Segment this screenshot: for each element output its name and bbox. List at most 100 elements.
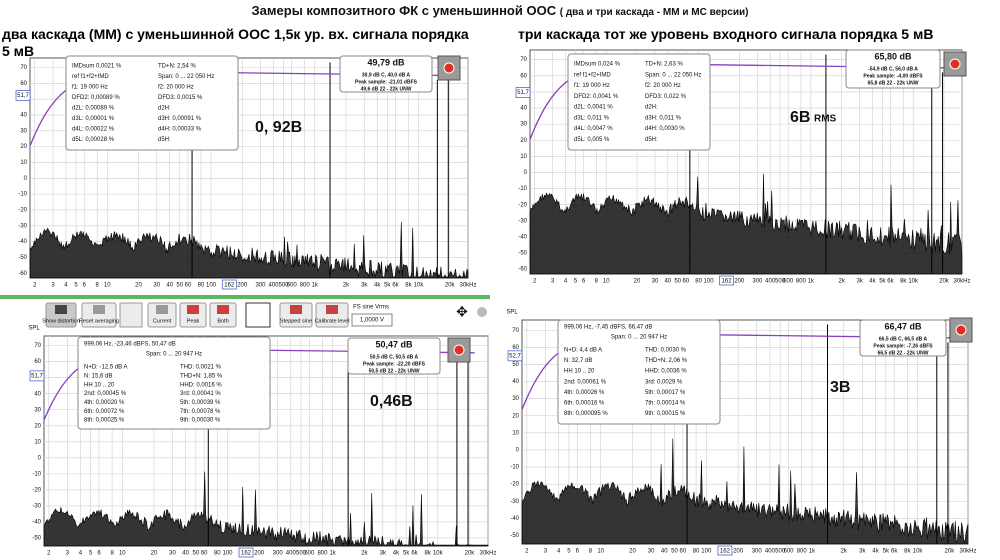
y-tick-label: 10 <box>520 154 527 160</box>
y-tick-label: 40 <box>512 379 519 385</box>
caption: два каскада (ММ) с уменьшинной ООС 1,5к … <box>2 26 469 59</box>
x-tick-label: 2k <box>343 283 350 289</box>
x-tick-label: 80 <box>693 549 700 555</box>
button-icon <box>55 305 67 314</box>
x-tick-label: 400 <box>765 279 776 285</box>
stats-value: THD: 0,0021 % <box>180 365 222 371</box>
x-tick-label: 5k <box>384 283 391 289</box>
record-dot <box>955 324 967 336</box>
toolbar-button[interactable] <box>45 302 77 328</box>
x-tick-label: 2 <box>33 283 37 289</box>
stats-value: 3rd: 0,0029 % <box>645 379 683 385</box>
x-tick-label: 6 <box>576 549 580 555</box>
stats-value: 6th: 0,00016 % <box>564 400 605 406</box>
y-tick-label: 60 <box>34 359 41 365</box>
y-tick-label: -60 <box>18 271 27 277</box>
toolbar-button[interactable] <box>209 302 237 328</box>
caption: три каскада тот же уровень входного сигн… <box>518 26 934 42</box>
x-tick-label: 800 <box>300 283 311 289</box>
x-tick-label: 500 <box>775 549 786 555</box>
x-tick-label: 100 <box>704 279 715 285</box>
stats-value: THD: 0,0030 % <box>645 348 687 354</box>
stats-value: ref f1+f2+IMD <box>574 72 611 78</box>
marker-label: 162 <box>720 549 731 555</box>
annotation: RMS <box>814 114 837 125</box>
x-tick-label: 80 <box>198 283 205 289</box>
x-tick-label: 6k <box>887 279 894 285</box>
y-tick-label: -30 <box>518 218 527 224</box>
y-tick-label: 40 <box>20 113 27 119</box>
y-tick-label: 60 <box>520 73 527 79</box>
x-tick-label: 60 <box>201 551 208 557</box>
x-tick-label: 500 <box>279 283 290 289</box>
ref-marker-box <box>507 350 523 362</box>
annotation: 0, 92В <box>255 119 302 136</box>
stats-value: 6th: 0,00072 % <box>84 409 125 415</box>
level-detail: Peak sample: -7,26 dBFS <box>873 343 933 349</box>
stats-value: 7th: 0,00014 % <box>645 400 686 406</box>
level-detail: 66,5 dB C, 66,5 dB A <box>879 336 928 342</box>
toolbar-button[interactable] <box>315 302 349 328</box>
stats-value: d5L: 0,00028 % <box>72 137 115 143</box>
x-tick-label: 3 <box>551 279 555 285</box>
stats-value: f2: 20 000 Hz <box>645 83 681 89</box>
y-tick-label: 30 <box>520 122 527 128</box>
icon-button[interactable] <box>119 302 143 328</box>
fs-input[interactable] <box>351 313 393 327</box>
level-detail: 66,5 dB 22 - 22k UNW <box>878 350 929 356</box>
stats-value: Span: 0 ... 22 050 Hz <box>158 74 214 80</box>
x-tick-label: 5 <box>89 551 93 557</box>
title-text: Замеры композитного ФК с уменьшинной ООС <box>251 3 557 18</box>
x-tick-label: 4k <box>872 549 879 555</box>
y-tick-label: 0 <box>516 448 520 454</box>
toolbar-button[interactable] <box>81 302 117 328</box>
stats-value: HHD: 0,0016 % <box>180 382 222 388</box>
x-tick-label: 300 <box>752 279 763 285</box>
x-tick-label: 10k <box>433 551 444 557</box>
level-value: 66,47 dB <box>884 321 922 331</box>
level-value: 65,80 dB <box>874 51 912 61</box>
icon: ✥ <box>456 304 468 320</box>
ref-marker: 51,7 <box>17 93 29 99</box>
x-tick-label: 5 <box>567 549 571 555</box>
x-tick-label: 5k <box>883 549 890 555</box>
y-tick-label: -30 <box>32 504 41 510</box>
x-tick-label: 40 <box>166 283 173 289</box>
x-tick-label: 10 <box>603 279 610 285</box>
ref-marker-box <box>15 90 31 101</box>
x-tick-label: 2 <box>525 549 529 555</box>
y-tick-label: -40 <box>18 239 27 245</box>
x-tick-label: 4k <box>374 283 381 289</box>
ref-marker: 51,7 <box>31 373 43 379</box>
x-tick-label: 3k <box>857 279 864 285</box>
x-tick-label: 6k <box>392 283 399 289</box>
button-label: Show distortion <box>42 318 80 324</box>
x-tick-label: 3k <box>380 551 387 557</box>
record-dot <box>453 344 465 356</box>
x-tick-label: 300 <box>256 283 267 289</box>
toolbar-button[interactable] <box>147 302 177 328</box>
stats-box <box>65 55 239 151</box>
x-tick-label: 60 <box>680 549 687 555</box>
icon-button[interactable] <box>245 302 271 328</box>
stats-value: 4th: 0,00026 % <box>564 390 605 396</box>
y-tick-label: -10 <box>510 465 519 471</box>
y-tick-label: 10 <box>512 430 519 436</box>
toolbar-button[interactable] <box>279 302 313 328</box>
y-tick-label: 40 <box>34 391 41 397</box>
x-tick-label: 30 <box>652 279 659 285</box>
stats-value: DFD2: 0,0041 % <box>574 94 619 100</box>
level-detail: 50,5 dB C, 50,5 dB A <box>370 354 419 360</box>
x-tick-label: 50 <box>192 551 199 557</box>
y-tick-label: -20 <box>518 202 527 208</box>
y-tick-label: -40 <box>32 520 41 526</box>
toolbar-button[interactable] <box>179 302 207 328</box>
stats-value: d5H: <box>645 137 658 143</box>
level-detail: Peak sample: -21,01 dBFS <box>355 79 418 85</box>
x-tick-label: 8 <box>595 279 599 285</box>
stats-value: N: 32,7 dB <box>564 358 592 364</box>
x-tick-label: 20 <box>634 279 641 285</box>
annotation: 0,46В <box>370 393 413 410</box>
x-tick-label: 1k <box>312 283 319 289</box>
x-tick-label: 50 <box>671 549 678 555</box>
